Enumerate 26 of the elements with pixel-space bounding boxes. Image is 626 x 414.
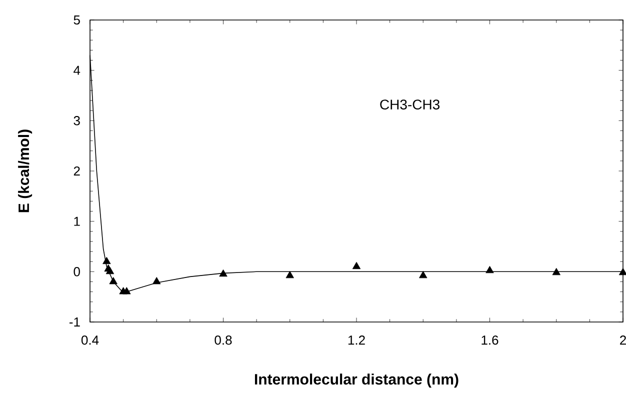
x-axis-title: Intermolecular distance (nm): [254, 374, 458, 388]
point: [122, 287, 131, 294]
x-tick-label: 1.2: [348, 336, 365, 345]
x-tick-label: 1.6: [482, 336, 498, 345]
y-tick-label: 4: [74, 66, 80, 75]
point: [219, 269, 228, 277]
y-axis-title: E (kcal/mol): [18, 130, 32, 212]
point: [286, 270, 294, 278]
y-tick-label: 0: [74, 267, 80, 276]
point: [106, 266, 114, 274]
x-tick-label: 0.8: [214, 336, 232, 345]
point: [419, 270, 428, 278]
point: [102, 256, 111, 264]
point: [486, 266, 494, 274]
y-tick-label: 1: [74, 216, 80, 226]
point: [109, 277, 118, 284]
point: [352, 262, 361, 270]
y-tick-label: 2: [74, 166, 80, 176]
annotation: CH3-CH3: [380, 100, 440, 110]
y-tick-label: 3: [74, 116, 80, 126]
x-tick-label: 2: [620, 336, 626, 345]
y-tick-label: -1: [69, 318, 80, 326]
point: [152, 277, 161, 284]
y-tick-label: 5: [74, 15, 80, 25]
x-tick-label: 0.4: [81, 336, 99, 345]
point: [552, 268, 560, 276]
